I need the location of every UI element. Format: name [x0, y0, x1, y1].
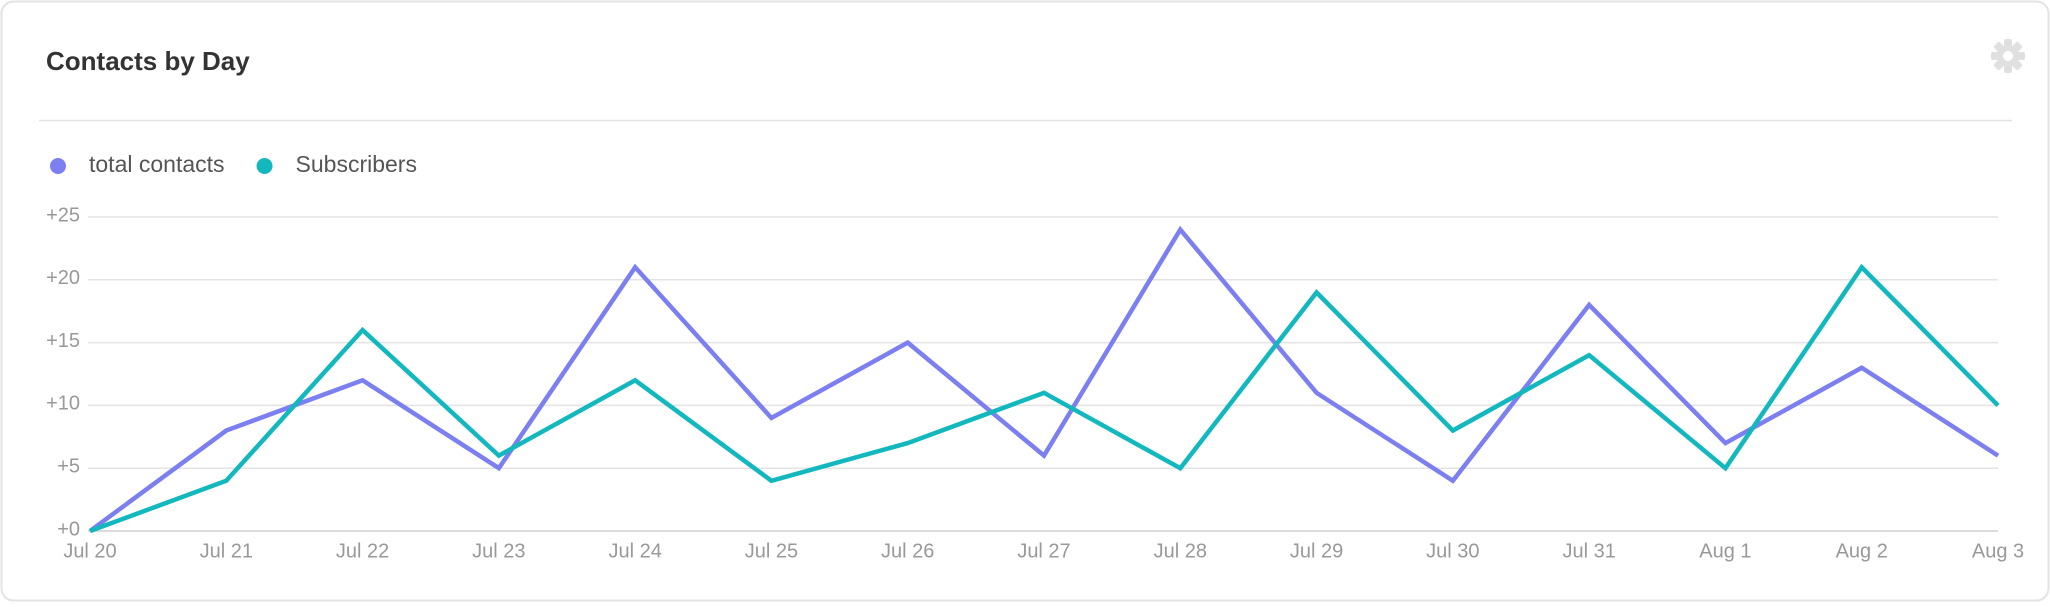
y-tick-label: +0: [57, 518, 80, 540]
x-tick-label: Jul 27: [1017, 540, 1070, 562]
y-tick-label: +20: [46, 267, 80, 289]
gear-hole: [2003, 51, 2013, 61]
y-tick-label: +25: [46, 204, 80, 226]
x-tick-label: Jul 28: [1154, 540, 1207, 562]
series-line: [89, 263, 2000, 534]
x-tick-label: Jul 25: [745, 540, 798, 562]
legend-marker: [50, 158, 66, 174]
x-tick-label: Jul 23: [472, 540, 525, 562]
chart-title: Contacts by Day: [46, 46, 250, 76]
x-tick-label: Jul 20: [63, 540, 116, 562]
legend-marker: [256, 158, 273, 174]
x-tick-label: Jul 29: [1290, 540, 1343, 562]
legend-label: total contacts: [89, 151, 225, 177]
x-tick-label: Aug 3: [1972, 540, 2024, 562]
x-tick-label: Jul 22: [336, 540, 389, 562]
x-tick-label: Jul 24: [608, 540, 661, 562]
x-tick-label: Jul 26: [881, 540, 934, 562]
legend-label: Subscribers: [296, 151, 417, 177]
x-tick-label: Jul 30: [1426, 540, 1479, 562]
y-tick-label: +5: [57, 455, 80, 477]
series-line: [88, 225, 2000, 533]
x-tick-label: Jul 21: [200, 540, 253, 562]
x-tick-label: Aug 2: [1836, 540, 1888, 562]
y-tick-label: +15: [46, 330, 80, 352]
settings-icon[interactable]: [1991, 39, 2025, 73]
x-tick-label: Jul 31: [1562, 540, 1615, 562]
x-tick-label: Aug 1: [1699, 540, 1751, 562]
y-tick-label: +10: [46, 393, 80, 415]
